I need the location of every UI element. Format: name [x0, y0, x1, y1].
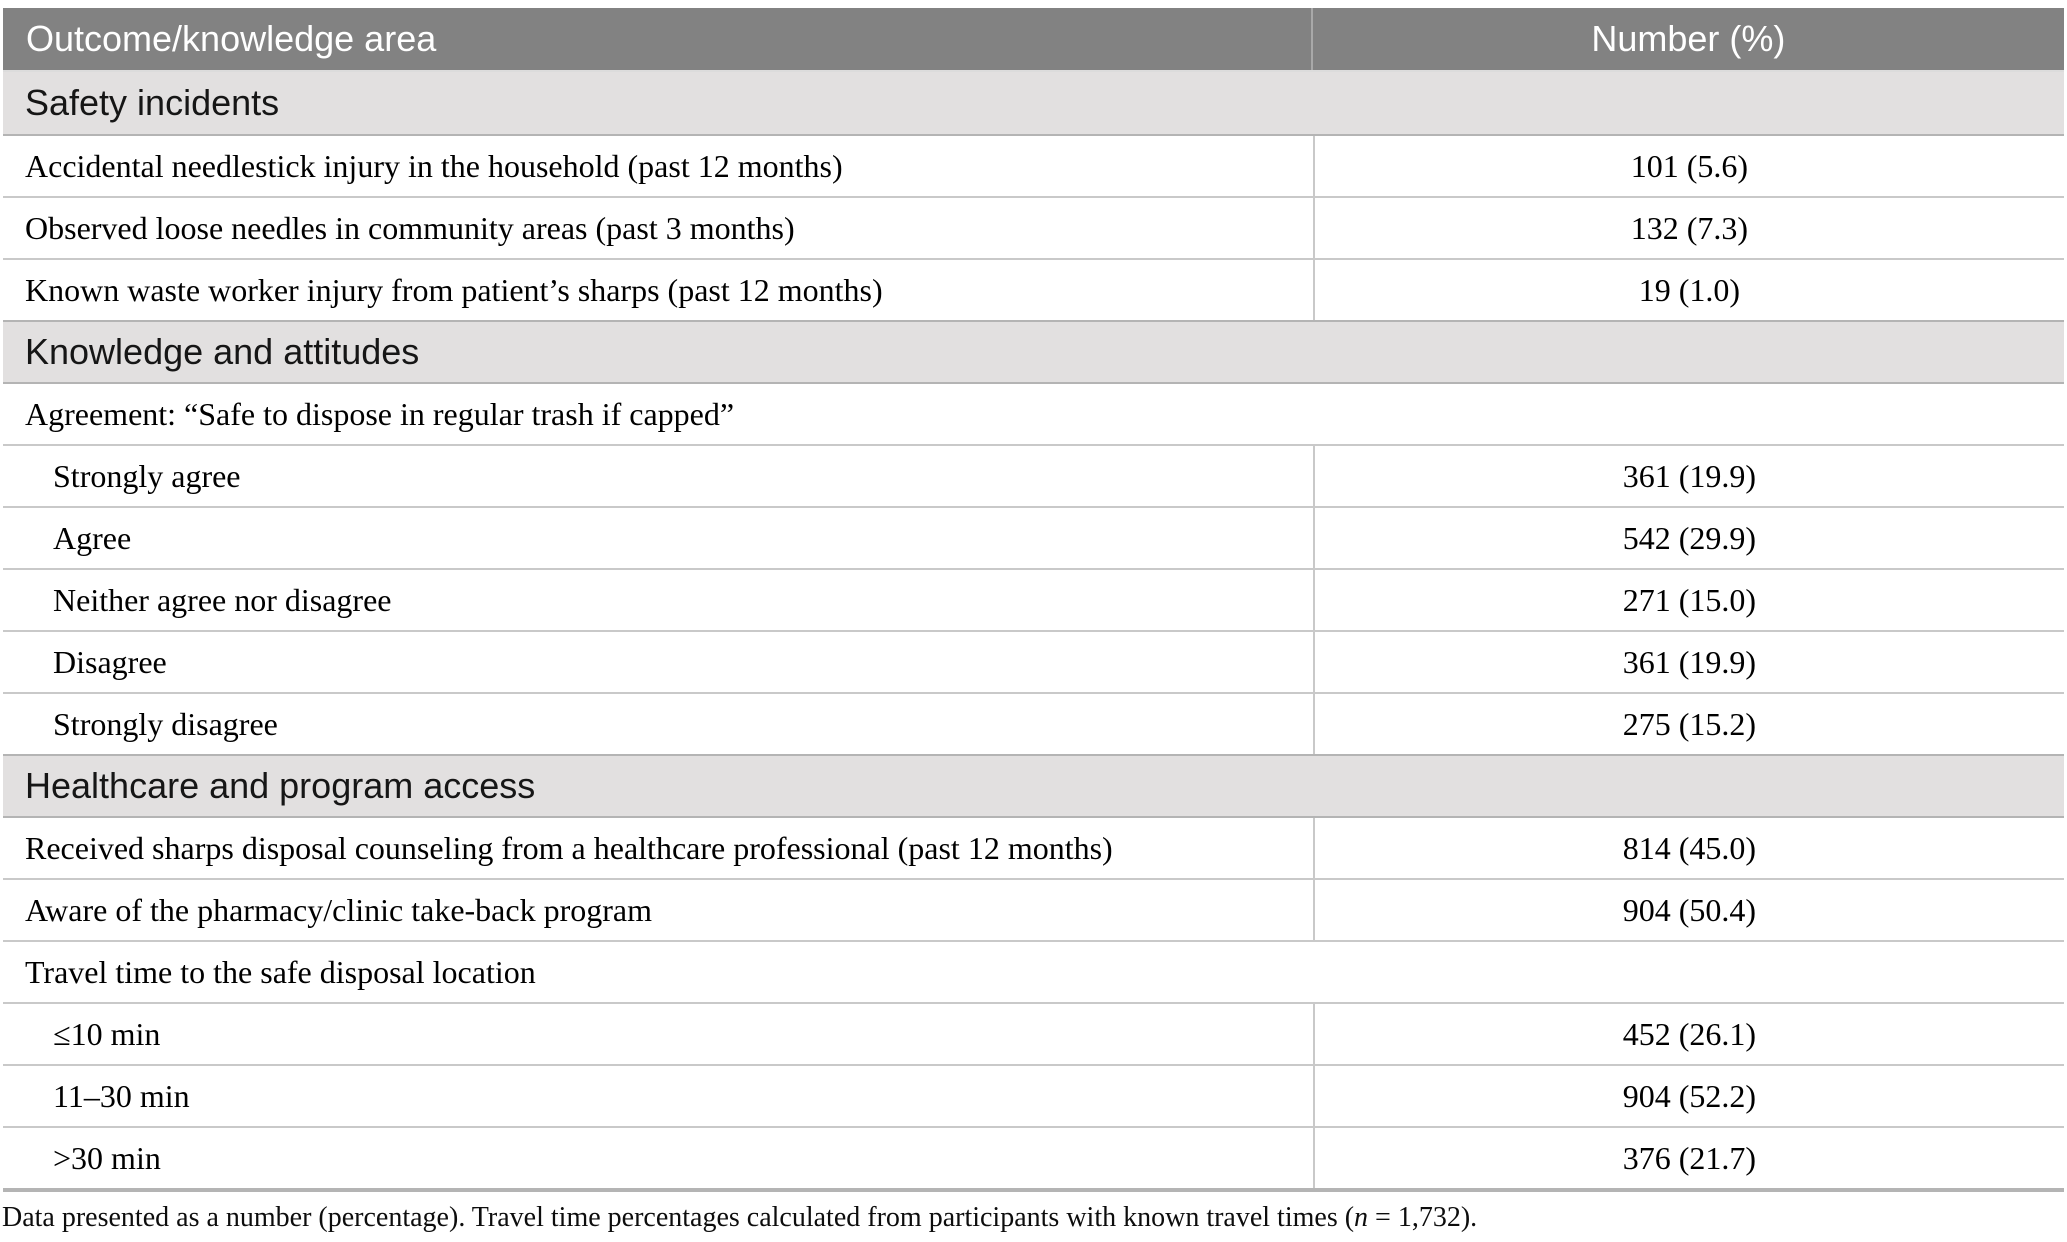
- data-row-under-10-min: ≤10 min 452 (26.1): [3, 1002, 2064, 1064]
- section-row-healthcare-program-access: Healthcare and program access: [3, 754, 2064, 816]
- row-label: Strongly disagree: [53, 705, 278, 742]
- data-row-neither-agree-nor-disagree: Neither agree nor disagree 271 (15.0): [3, 568, 2064, 630]
- row-value: 361 (19.9): [1312, 632, 2064, 692]
- row-label: 11–30 min: [53, 1077, 190, 1114]
- data-row-waste-worker-injury: Known waste worker injury from patient’s…: [3, 258, 2064, 320]
- row-value: 814 (45.0): [1312, 818, 2064, 878]
- row-value: 542 (29.9): [1312, 508, 2064, 568]
- row-label: Strongly agree: [53, 457, 241, 494]
- spanning-row-travel-time: Travel time to the safe disposal locatio…: [3, 940, 2064, 1002]
- row-label: Known waste worker injury from patient’s…: [25, 271, 883, 308]
- column-header-number-percent: Number (%): [1591, 18, 1786, 59]
- data-row-received-counseling: Received sharps disposal counseling from…: [3, 816, 2064, 878]
- footnote-text-end: = 1,732).: [1368, 1202, 1478, 1233]
- data-row-strongly-disagree: Strongly disagree 275 (15.2): [3, 692, 2064, 754]
- footnote-n-symbol: n: [1354, 1202, 1369, 1233]
- row-label: Agreement: “Safe to dispose in regular t…: [25, 395, 735, 432]
- row-label: Received sharps disposal counseling from…: [25, 829, 1113, 866]
- data-row-over-30-min: >30 min 376 (21.7): [3, 1126, 2064, 1188]
- row-label: Observed loose needles in community area…: [25, 209, 795, 246]
- data-row-11-30-min: 11–30 min 904 (52.2): [3, 1064, 2064, 1126]
- row-label: >30 min: [53, 1139, 161, 1176]
- row-label: ≤10 min: [53, 1015, 161, 1052]
- table-footnote: Data presented as a number (percentage).…: [2, 1202, 1477, 1234]
- data-row-disagree: Disagree 361 (19.9): [3, 630, 2064, 692]
- row-label: Accidental needlestick injury in the hou…: [25, 147, 843, 184]
- data-row-aware-take-back-program: Aware of the pharmacy/clinic take-back p…: [3, 878, 2064, 940]
- data-row-loose-needles: Observed loose needles in community area…: [3, 196, 2064, 258]
- table-header-row: Outcome/knowledge area Number (%): [3, 8, 2064, 72]
- row-value: 132 (7.3): [1312, 198, 2064, 258]
- row-value: 271 (15.0): [1312, 570, 2064, 630]
- row-label: Neither agree nor disagree: [53, 581, 392, 618]
- data-row-agree: Agree 542 (29.9): [3, 506, 2064, 568]
- footnote-text: Data presented as a number (percentage).…: [2, 1202, 1355, 1233]
- column-header-outcome-knowledge-area: Outcome/knowledge area: [3, 8, 1313, 70]
- row-label: Aware of the pharmacy/clinic take-back p…: [25, 891, 652, 928]
- section-label: Healthcare and program access: [25, 765, 536, 806]
- row-value: 452 (26.1): [1312, 1004, 2064, 1064]
- section-label: Safety incidents: [25, 82, 280, 123]
- row-label: Disagree: [53, 643, 167, 680]
- section-label: Knowledge and attitudes: [25, 331, 420, 372]
- row-label: Agree: [53, 519, 132, 556]
- row-value: 101 (5.6): [1312, 136, 2064, 196]
- data-row-strongly-agree: Strongly agree 361 (19.9): [3, 444, 2064, 506]
- row-value: 376 (21.7): [1312, 1128, 2064, 1188]
- outcomes-table: Outcome/knowledge area Number (%) Safety…: [3, 8, 2064, 1192]
- data-row-needlestick-injury: Accidental needlestick injury in the hou…: [3, 134, 2064, 196]
- spanning-row-agreement-statement: Agreement: “Safe to dispose in regular t…: [3, 382, 2064, 444]
- row-value: 275 (15.2): [1312, 694, 2064, 754]
- row-label: Travel time to the safe disposal locatio…: [25, 953, 536, 990]
- section-row-knowledge-attitudes: Knowledge and attitudes: [3, 320, 2064, 382]
- row-value: 904 (52.2): [1312, 1066, 2064, 1126]
- row-value: 19 (1.0): [1312, 260, 2064, 320]
- row-value: 361 (19.9): [1312, 446, 2064, 506]
- row-value: 904 (50.4): [1312, 880, 2064, 940]
- section-row-safety-incidents: Safety incidents: [3, 72, 2064, 134]
